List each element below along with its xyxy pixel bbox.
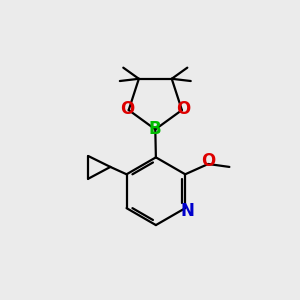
Text: O: O: [176, 100, 191, 118]
Text: O: O: [120, 100, 134, 118]
Text: O: O: [201, 152, 215, 170]
Text: N: N: [180, 202, 194, 220]
Text: B: B: [149, 120, 162, 138]
